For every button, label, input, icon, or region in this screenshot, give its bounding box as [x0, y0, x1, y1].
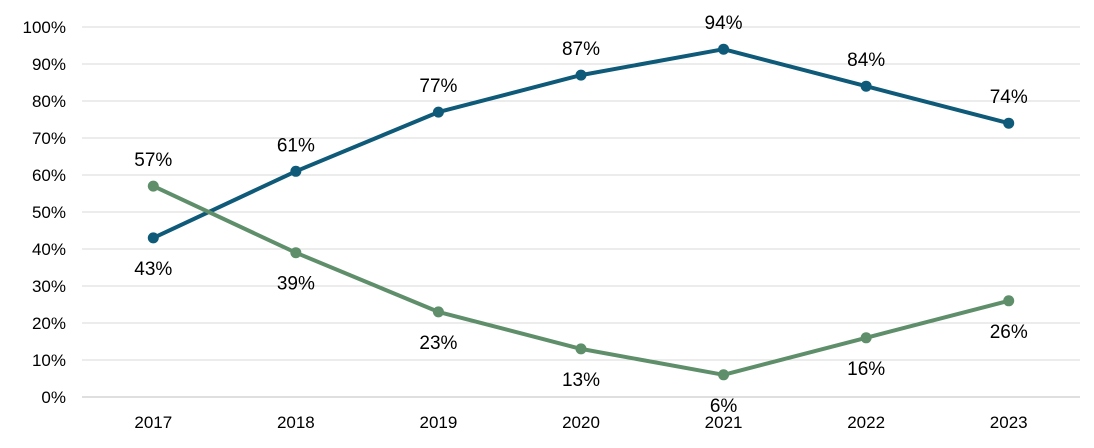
x-tick-label: 2018 — [277, 413, 315, 432]
y-tick-label: 100% — [23, 18, 66, 37]
y-tick-label: 70% — [32, 129, 66, 148]
series-2-data-label: 57% — [134, 150, 172, 171]
x-tick-label: 2020 — [562, 413, 600, 432]
series-1-data-label: 87% — [562, 39, 600, 60]
series-1-data-label: 43% — [134, 259, 172, 280]
y-tick-label: 0% — [41, 388, 66, 407]
series-1-point — [432, 106, 444, 118]
series-2-data-label: 6% — [710, 396, 738, 417]
y-tick-label: 50% — [32, 203, 66, 222]
series-1-data-label: 77% — [419, 76, 457, 97]
series-1-data-label: 74% — [990, 87, 1028, 108]
series-2-point — [147, 180, 159, 192]
y-tick-label: 20% — [32, 314, 66, 333]
series-2-point — [575, 343, 587, 355]
series-1-point — [575, 69, 587, 81]
series-2-point — [290, 247, 302, 259]
series-2-data-label: 16% — [847, 359, 885, 380]
series-2-point — [860, 332, 872, 344]
x-tick-label: 2017 — [134, 413, 172, 432]
x-tick-label: 2019 — [420, 413, 458, 432]
series-1-point — [860, 80, 872, 92]
series-2-data-label: 13% — [562, 370, 600, 391]
series-2-point — [718, 369, 730, 381]
series-1-data-label: 61% — [277, 135, 315, 156]
x-tick-label: 2021 — [705, 413, 743, 432]
x-tick-label: 2022 — [847, 413, 885, 432]
series-1-point — [1003, 117, 1015, 129]
series-1-point — [290, 165, 302, 177]
x-tick-label: 2023 — [990, 413, 1028, 432]
series-2-data-label: 26% — [990, 322, 1028, 343]
gridlines — [82, 26, 1080, 398]
series-2-data-label: 39% — [277, 274, 315, 295]
data-labels: 43% 61% 77% 87% 94% 84% 74% 57% 39% 23% 13% 6% 16% 26… — [134, 13, 1028, 417]
series-lines — [147, 43, 1015, 381]
series-1-data-label: 84% — [847, 50, 885, 71]
series-2-point — [1003, 295, 1015, 307]
x-axis: 2017 2018 2019 2020 2021 2022 2023 — [134, 413, 1027, 432]
series-1-data-label: 94% — [705, 13, 743, 34]
series-1-point — [147, 232, 159, 244]
series-2-data-label: 23% — [419, 333, 457, 354]
y-tick-label: 90% — [32, 55, 66, 74]
y-tick-label: 80% — [32, 92, 66, 111]
series-1-point — [718, 43, 730, 55]
y-tick-label: 10% — [32, 351, 66, 370]
y-axis: 0% 10% 20% 30% 40% 50% 60% 70% 80% 90% 100% — [23, 18, 66, 407]
series-2-point — [432, 306, 444, 318]
y-tick-label: 40% — [32, 240, 66, 259]
y-tick-label: 60% — [32, 166, 66, 185]
y-tick-label: 30% — [32, 277, 66, 296]
